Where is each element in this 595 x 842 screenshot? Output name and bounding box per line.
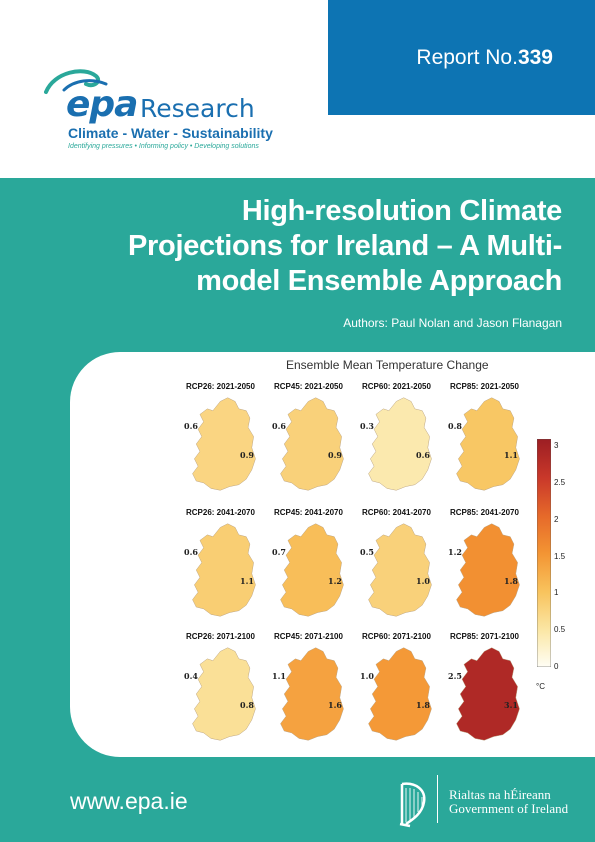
map-max-value: 0.8 [240,700,254,710]
map-min-value: 2.5 [448,671,462,681]
title-line-3: model Ensemble Approach [196,265,562,297]
ireland-temperature-map [192,397,256,491]
map-panel-label: RCP26: 2021-2050 [186,382,255,391]
map-min-value: 0.6 [184,421,198,431]
ireland-temperature-map [192,647,256,741]
map-panel-label: RCP26: 2041-2070 [186,508,255,517]
ireland-temperature-map [456,523,520,617]
epa-research-logo[interactable]: epa Research Climate - Water - Sustainab… [40,62,273,162]
map-panel-label: RCP45: 2041-2070 [274,508,343,517]
harp-icon [399,782,426,828]
cover-figure-panel: Ensemble Mean Temperature Change RCP26: … [70,352,595,757]
map-min-value: 0.4 [184,671,198,681]
logo-epa-text: epa [66,84,138,125]
map-min-value: 0.7 [272,547,286,557]
map-min-value: 1.1 [272,671,286,681]
ireland-temperature-map [280,647,344,741]
map-min-value: 1.0 [360,671,374,681]
map-min-value: 0.6 [272,421,286,431]
ireland-temperature-map [192,523,256,617]
map-min-value: 1.2 [448,547,462,557]
map-min-value: 0.8 [448,421,462,431]
ireland-temperature-map [456,647,520,741]
map-max-value: 3.1 [504,700,518,710]
map-max-value: 0.9 [328,450,342,460]
map-max-value: 1.1 [240,576,254,586]
gov-divider [437,775,438,823]
title-line-1: High-resolution Climate [241,195,562,227]
logo-research-text: Research [140,94,255,123]
map-max-value: 1.6 [328,700,342,710]
map-max-value: 0.6 [416,450,430,460]
map-min-value: 0.3 [360,421,374,431]
scale-tick-label: 0.5 [554,625,566,635]
ireland-temperature-map [368,523,432,617]
map-panel-label: RCP45: 2021-2050 [274,382,343,391]
logo-tagline: Climate - Water - Sustainability [68,125,273,141]
ireland-temperature-map [368,397,432,491]
ireland-temperature-map [280,523,344,617]
report-title: High-resolution Climate Projections for … [42,194,562,299]
scale-unit: °C [536,682,545,691]
map-max-value: 1.8 [504,576,518,586]
report-number: Report No.339 [416,46,553,69]
scale-tick-label: 0 [554,662,559,671]
map-panel-label: RCP60: 2021-2050 [362,382,431,391]
map-max-value: 1.1 [504,450,518,460]
footer [0,757,595,842]
authors: Authors: Paul Nolan and Jason Flanagan [343,316,562,330]
swirl-logo-icon [44,69,108,94]
map-panel-label: RCP60: 2071-2100 [362,632,431,641]
map-panel-label: RCP45: 2071-2100 [274,632,343,641]
ireland-temperature-map [456,397,520,491]
figure-title: Ensemble Mean Temperature Change [286,358,489,372]
map-max-value: 1.8 [416,700,430,710]
gov-name-english: Government of Ireland [449,801,569,816]
scale-tick-label: 1 [554,588,559,598]
gov-name-irish: Rialtas na hÉireann [449,787,551,802]
map-panel-label: RCP85: 2021-2050 [450,382,519,391]
map-max-value: 1.0 [416,576,430,586]
scale-tick-label: 1.5 [554,551,566,561]
ireland-temperature-map [368,647,432,741]
scale-tick-label: 2.5 [554,478,566,488]
map-min-value: 0.5 [360,547,374,557]
map-min-value: 0.6 [184,547,198,557]
ireland-temperature-map [280,397,344,491]
epa-website-link[interactable]: www.epa.ie [70,788,188,814]
title-line-2: Projections for Ireland – A Multi- [128,230,562,262]
report-number-banner: Report No.339 [328,0,595,115]
map-panel-label: RCP85: 2071-2100 [450,632,519,641]
map-panel-label: RCP60: 2041-2070 [362,508,431,517]
scale-tick-label: 2 [554,514,559,524]
map-max-value: 1.2 [328,576,342,586]
logo-subtagline: Identifying pressures • Informing policy… [68,143,259,150]
scale-tick-label: 3 [554,441,559,451]
map-max-value: 0.9 [240,450,254,460]
colour-scale-bar [537,439,551,667]
map-panel-label: RCP85: 2041-2070 [450,508,519,517]
map-panel-label: RCP26: 2071-2100 [186,632,255,641]
